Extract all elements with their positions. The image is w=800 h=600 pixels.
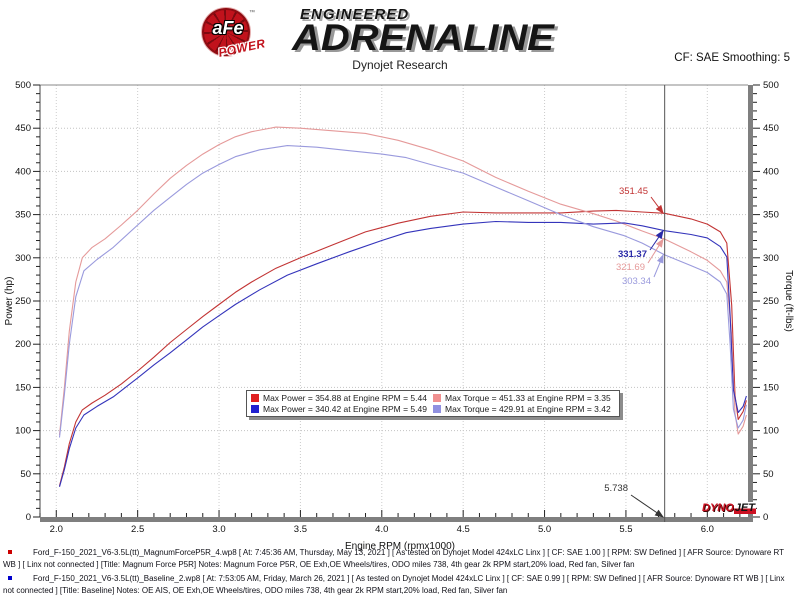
- dynojet-watermark: DYNOJET: [702, 502, 756, 514]
- chart-legend: Max Power = 354.88 at Engine RPM = 5.44 …: [246, 390, 620, 417]
- x-tick-label: 6.0: [701, 524, 714, 535]
- afe-logo-text: aFe: [212, 18, 244, 38]
- y-tick-label-left: 350: [15, 210, 31, 221]
- curve-magnum-force-p5r-power: [58, 209, 747, 487]
- y-tick-label-right: 500: [763, 80, 779, 91]
- legend-label: Max Torque = 429.91 at Engine RPM = 3.42: [445, 404, 611, 414]
- y-tick-label-right: 0: [763, 512, 768, 523]
- y-tick-label-right: 300: [763, 253, 779, 264]
- y-tick-label-left: 400: [15, 166, 31, 177]
- y-tick-label-right: 200: [763, 339, 779, 350]
- y-tick-label-left: 250: [15, 296, 31, 307]
- legend-item-max-power-magnum: Max Power = 354.88 at Engine RPM = 5.44: [251, 393, 433, 403]
- y-tick-label-right: 250: [763, 296, 779, 307]
- plot-border-right: [748, 85, 753, 522]
- y-tick-label-right: 350: [763, 210, 779, 221]
- y-tick-label-left: 200: [15, 339, 31, 350]
- x-tick-label: 4.5: [457, 524, 470, 535]
- y-tick-label-left: 0: [26, 512, 31, 523]
- y-axis-title-right: Torque (ft-lbs): [783, 270, 794, 332]
- x-tick-label: 4.0: [375, 524, 388, 535]
- y-tick-label-right: 450: [763, 123, 779, 134]
- annotation-arrow: [630, 494, 664, 518]
- legend-swatch-lightblue: [433, 405, 441, 413]
- y-tick-label-left: 50: [20, 469, 31, 480]
- dynojet-watermark-jet: JET: [733, 502, 756, 514]
- legend-label: Max Power = 340.42 at Engine RPM = 5.49: [263, 404, 427, 414]
- run-note-text: Ford_F-150_2021_V6-3.5L(tt)_Baseline_2.w…: [3, 574, 785, 595]
- y-tick-label-left: 300: [15, 253, 31, 264]
- y-tick-label-right: 150: [763, 382, 779, 393]
- trademark-symbol: ™: [249, 10, 255, 16]
- annotation-arrow: [649, 229, 664, 251]
- annotation-label-351.45: 351.45: [619, 186, 648, 197]
- annotation-label-321.69: 321.69: [616, 262, 645, 273]
- run-notes: Ford_F-150_2021_V6-3.5L(tt)_MagnumForceP…: [3, 547, 797, 599]
- run-bullet-red-icon: [8, 550, 12, 554]
- x-tick-label: 2.5: [131, 524, 144, 535]
- x-axis-title: Engine RPM (rpmx1000): [345, 541, 455, 552]
- curve-magnum-force-p5r-torque: [58, 126, 747, 435]
- x-tick-label: 5.0: [538, 524, 551, 535]
- run-note-magnum-force: Ford_F-150_2021_V6-3.5L(tt)_MagnumForceP…: [3, 547, 797, 570]
- annotation-arrow: [647, 238, 664, 264]
- curve-baseline-torque: [58, 145, 747, 438]
- dynojet-watermark-dyno: DYNO: [702, 502, 734, 514]
- annotation-label-303.34: 303.34: [622, 276, 651, 287]
- y-tick-label-right: 100: [763, 426, 779, 437]
- run-note-baseline: Ford_F-150_2021_V6-3.5L(tt)_Baseline_2.w…: [3, 573, 797, 596]
- y-tick-label-right: 400: [763, 166, 779, 177]
- x-tick-label: 3.0: [212, 524, 225, 535]
- y-tick-label-left: 150: [15, 382, 31, 393]
- annotation-label-331.37: 331.37: [618, 249, 647, 260]
- legend-item-max-torque-magnum: Max Torque = 451.33 at Engine RPM = 3.35: [433, 393, 615, 403]
- legend-item-max-power-baseline: Max Power = 340.42 at Engine RPM = 5.49: [251, 404, 433, 414]
- y-tick-label-left: 450: [15, 123, 31, 134]
- run-note-text: Ford_F-150_2021_V6-3.5L(tt)_MagnumForceP…: [3, 548, 784, 569]
- legend-swatch-pink: [433, 394, 441, 402]
- adrenaline-text: ADRENALINE: [292, 17, 554, 58]
- afe-power-logo: aFe ™ POWER ENGINEERED ADRENALINE: [192, 4, 612, 60]
- annotation-label-5.738: 5.738: [604, 483, 628, 494]
- legend-label: Max Torque = 451.33 at Engine RPM = 3.35: [445, 393, 611, 403]
- plot-border-bottom: [40, 517, 753, 522]
- x-tick-label: 3.5: [294, 524, 307, 535]
- x-tick-label: 2.0: [50, 524, 63, 535]
- run-bullet-blue-icon: [8, 576, 12, 580]
- y-tick-label-left: 100: [15, 426, 31, 437]
- x-tick-label: 5.5: [619, 524, 632, 535]
- chart-title: Dynojet Research: [352, 58, 448, 72]
- annotation-arrow: [653, 253, 664, 278]
- smoothing-setting-label: CF: SAE Smoothing: 5: [674, 52, 790, 64]
- legend-swatch-blue: [251, 405, 259, 413]
- y-axis-title-left: Power (hp): [4, 277, 15, 326]
- y-tick-label-left: 500: [15, 80, 31, 91]
- legend-item-max-torque-baseline: Max Torque = 429.91 at Engine RPM = 3.42: [433, 404, 615, 414]
- legend-label: Max Power = 354.88 at Engine RPM = 5.44: [263, 393, 427, 403]
- y-tick-label-right: 50: [763, 469, 774, 480]
- engineered-text: ENGINEERED: [300, 6, 410, 23]
- curve-baseline-power: [58, 220, 747, 487]
- legend-swatch-red: [251, 394, 259, 402]
- annotation-arrow: [650, 196, 664, 215]
- afe-turbine-icon: [202, 8, 250, 56]
